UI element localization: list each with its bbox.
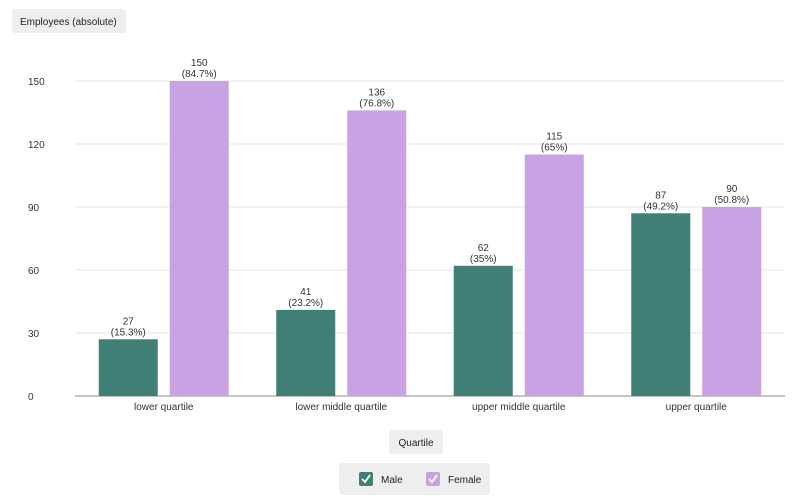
data-label-value: 136 — [368, 87, 385, 98]
data-label-value: 27 — [123, 316, 135, 327]
legend-swatch-female — [426, 472, 440, 486]
y-tick-label: 150 — [28, 77, 45, 88]
y-tick-label: 60 — [28, 266, 40, 277]
bar-female[interactable] — [524, 154, 584, 397]
y-tick-label: 30 — [28, 329, 40, 340]
bar-male[interactable] — [276, 309, 336, 396]
bar-female[interactable] — [169, 81, 229, 396]
x-axis-title: Quartile — [398, 438, 433, 449]
legend-label-female: Female — [448, 475, 482, 486]
data-label-value: 115 — [546, 132, 562, 143]
bar-male[interactable] — [98, 339, 158, 396]
check-icon — [428, 474, 438, 484]
data-labels: 27(15.3%) 150(84.7%) 41(23.2%) 136(76.8%) 62… — [111, 58, 750, 338]
x-tick-label: lower middle quartile — [295, 402, 387, 413]
data-label-value: 150 — [191, 58, 208, 69]
x-tick-label: upper middle quartile — [472, 402, 566, 413]
data-label-percent: (15.3%) — [111, 327, 146, 338]
legend-item-male[interactable]: Male — [359, 472, 403, 486]
bar-female[interactable] — [347, 110, 407, 397]
data-label-percent: (23.2%) — [288, 298, 323, 309]
y-tick-label: 120 — [28, 140, 45, 151]
data-label-value: 41 — [300, 287, 312, 298]
data-label-value: 90 — [726, 184, 738, 195]
x-tick-label: lower quartile — [134, 402, 194, 413]
data-label-percent: (35%) — [470, 254, 497, 265]
bar-female[interactable] — [702, 207, 762, 396]
x-axis-title-chip: Quartile — [389, 430, 443, 454]
data-label-value: 87 — [655, 190, 667, 201]
legend: Male Female — [339, 463, 490, 495]
y-tick-label: 0 — [28, 392, 34, 403]
bars — [98, 81, 762, 397]
legend-label-male: Male — [381, 475, 403, 486]
legend-item-female[interactable]: Female — [426, 472, 482, 486]
bar-male[interactable] — [631, 213, 691, 396]
x-tick-label: upper quartile — [666, 402, 728, 413]
data-label-percent: (76.8%) — [359, 98, 394, 109]
data-label-percent: (49.2%) — [643, 201, 678, 212]
data-label-percent: (50.8%) — [714, 195, 749, 206]
x-axis-ticks: lower quartile lower middle quartile upper… — [134, 402, 727, 413]
data-label-value: 62 — [478, 243, 490, 254]
y-axis-ticks: 0 30 60 90 120 150 — [28, 77, 45, 403]
y-axis-title: Employees (absolute) — [20, 17, 117, 28]
legend-swatch-male — [359, 472, 373, 486]
check-icon — [361, 474, 371, 484]
data-label-percent: (84.7%) — [182, 69, 217, 80]
y-axis-title-chip: Employees (absolute) — [12, 9, 126, 33]
y-tick-label: 90 — [28, 203, 40, 214]
bar-male[interactable] — [453, 265, 513, 396]
data-label-percent: (65%) — [541, 143, 568, 154]
